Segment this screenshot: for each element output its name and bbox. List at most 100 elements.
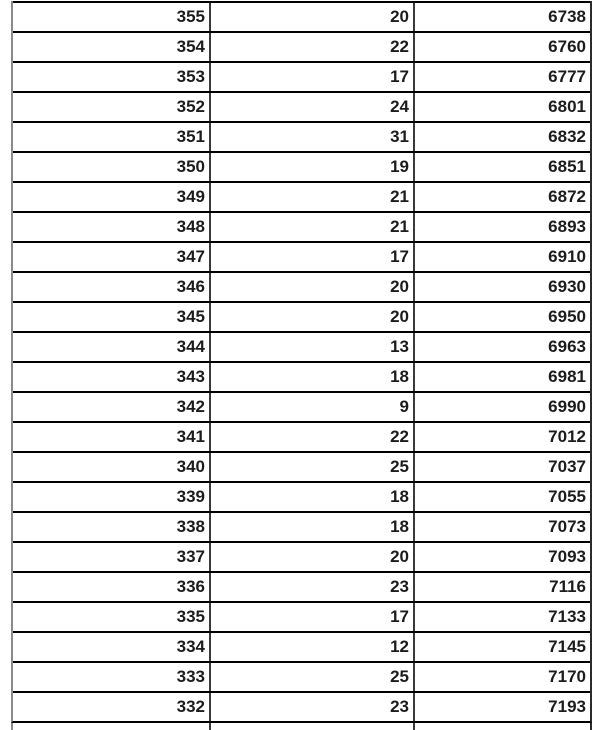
cell-r1-c3[interactable]: 6738 <box>548 7 586 26</box>
cell-r17-c2[interactable]: 18 <box>211 483 415 511</box>
cell-r9-c3[interactable]: 6910 <box>548 247 586 266</box>
cell-r15-c1[interactable]: 341 <box>13 423 211 451</box>
cell-r7-c3[interactable]: 6872 <box>548 187 586 206</box>
table-row: 353 17 6777 <box>13 61 590 91</box>
cell-r17-c3[interactable]: 7055 <box>548 487 586 506</box>
cell-r10-c3[interactable]: 6930 <box>548 277 586 296</box>
cell-r6-c1[interactable]: 350 <box>13 153 211 181</box>
table-row: 349 21 6872 <box>13 181 590 211</box>
cell-r3-c3[interactable]: 6777 <box>548 67 586 86</box>
table-row: 348 21 6893 <box>13 211 590 241</box>
cell-r11-c3[interactable]: 6950 <box>548 307 586 326</box>
cell-r13-c1[interactable]: 343 <box>13 363 211 391</box>
table-row: 337 20 7093 <box>13 541 590 571</box>
table-row: 355 20 6738 <box>13 1 590 31</box>
table-row: 351 31 6832 <box>13 121 590 151</box>
cell-r9-c1[interactable]: 347 <box>13 243 211 271</box>
table-row: 352 24 6801 <box>13 91 590 121</box>
cell-r13-c2[interactable]: 18 <box>211 363 415 391</box>
cell-r15-c2[interactable]: 22 <box>211 423 415 451</box>
table-row: 346 20 6930 <box>13 271 590 301</box>
cell-r1-c2[interactable]: 20 <box>211 3 415 31</box>
cell-r20-c2[interactable]: 23 <box>211 573 415 601</box>
cell-r6-c2[interactable]: 19 <box>211 153 415 181</box>
table-row: 343 18 6981 <box>13 361 590 391</box>
table-row: 347 17 6910 <box>13 241 590 271</box>
cell-r5-c1[interactable]: 351 <box>13 123 211 151</box>
cell-r11-c2[interactable]: 20 <box>211 303 415 331</box>
cell-r14-c2[interactable]: 9 <box>211 393 415 421</box>
table-row: 354 22 6760 <box>13 31 590 61</box>
table-row: 336 23 7116 <box>13 571 590 601</box>
cell-r23-c1[interactable]: 333 <box>13 663 211 691</box>
table-row: 344 13 6963 <box>13 331 590 361</box>
cell-r19-c1[interactable]: 337 <box>13 543 211 571</box>
cell-r14-c1[interactable]: 342 <box>13 393 211 421</box>
partial-cell-c2[interactable] <box>211 723 415 730</box>
table-row: 340 25 7037 <box>13 451 590 481</box>
table-row: 342 9 6990 <box>13 391 590 421</box>
cell-r10-c1[interactable]: 346 <box>13 273 211 301</box>
cell-r11-c1[interactable]: 345 <box>13 303 211 331</box>
cell-r12-c1[interactable]: 344 <box>13 333 211 361</box>
cell-r22-c3[interactable]: 7145 <box>548 637 586 656</box>
spreadsheet-view: 355 20 6738 354 22 6760 353 17 6777 352 24 6801 351 3… <box>11 1 592 730</box>
cell-r7-c1[interactable]: 349 <box>13 183 211 211</box>
cell-r13-c3[interactable]: 6981 <box>548 367 586 386</box>
cell-r20-c3[interactable]: 7116 <box>549 577 586 596</box>
cell-r17-c1[interactable]: 339 <box>13 483 211 511</box>
cell-r3-c1[interactable]: 353 <box>13 63 211 91</box>
cell-r12-c3[interactable]: 6963 <box>548 337 586 356</box>
cell-r23-c2[interactable]: 25 <box>211 663 415 691</box>
cell-r19-c3[interactable]: 7093 <box>548 547 586 566</box>
cell-r2-c1[interactable]: 354 <box>13 33 211 61</box>
cell-r19-c2[interactable]: 20 <box>211 543 415 571</box>
cell-r24-c2[interactable]: 23 <box>211 693 415 721</box>
partial-cell-c3[interactable] <box>415 723 590 730</box>
cell-r16-c1[interactable]: 340 <box>13 453 211 481</box>
partial-cell-c1[interactable] <box>13 723 211 730</box>
cell-r2-c3[interactable]: 6760 <box>548 37 586 56</box>
cell-r3-c2[interactable]: 17 <box>211 63 415 91</box>
cell-r21-c3[interactable]: 7133 <box>548 607 586 626</box>
table-row: 350 19 6851 <box>13 151 590 181</box>
partial-row <box>11 723 592 730</box>
cell-r18-c2[interactable]: 18 <box>211 513 415 541</box>
cell-r18-c1[interactable]: 338 <box>13 513 211 541</box>
cell-r21-c1[interactable]: 335 <box>13 603 211 631</box>
cell-r14-c3[interactable]: 6990 <box>548 397 586 416</box>
cell-r8-c2[interactable]: 21 <box>211 213 415 241</box>
cell-r4-c3[interactable]: 6801 <box>548 97 586 116</box>
cell-r9-c2[interactable]: 17 <box>211 243 415 271</box>
cell-r16-c3[interactable]: 7037 <box>548 457 586 476</box>
cell-r23-c3[interactable]: 7170 <box>548 667 586 686</box>
cell-r4-c2[interactable]: 24 <box>211 93 415 121</box>
cell-r4-c1[interactable]: 352 <box>13 93 211 121</box>
table-row: 332 23 7193 <box>13 691 590 721</box>
cell-r22-c1[interactable]: 334 <box>13 633 211 661</box>
cell-r15-c3[interactable]: 7012 <box>548 427 586 446</box>
table-row: 333 25 7170 <box>13 661 590 691</box>
table-row: 334 12 7145 <box>13 631 590 661</box>
cell-r2-c2[interactable]: 22 <box>211 33 415 61</box>
cell-r21-c2[interactable]: 17 <box>211 603 415 631</box>
cell-r5-c3[interactable]: 6832 <box>548 127 586 146</box>
data-table: 355 20 6738 354 22 6760 353 17 6777 352 24 6801 351 3… <box>11 1 592 723</box>
cell-r5-c2[interactable]: 31 <box>211 123 415 151</box>
cell-r24-c3[interactable]: 7193 <box>548 697 586 716</box>
cell-r22-c2[interactable]: 12 <box>211 633 415 661</box>
table-row: 341 22 7012 <box>13 421 590 451</box>
cell-r8-c1[interactable]: 348 <box>13 213 211 241</box>
cell-r7-c2[interactable]: 21 <box>211 183 415 211</box>
cell-r1-c1[interactable]: 355 <box>13 3 211 31</box>
cell-r18-c3[interactable]: 7073 <box>548 517 586 536</box>
cell-r24-c1[interactable]: 332 <box>13 693 211 721</box>
cell-r10-c2[interactable]: 20 <box>211 273 415 301</box>
cell-r8-c3[interactable]: 6893 <box>548 217 586 236</box>
cell-r12-c2[interactable]: 13 <box>211 333 415 361</box>
cell-r6-c3[interactable]: 6851 <box>548 157 586 176</box>
cell-r20-c1[interactable]: 336 <box>13 573 211 601</box>
cell-r16-c2[interactable]: 25 <box>211 453 415 481</box>
table-row: 339 18 7055 <box>13 481 590 511</box>
table-row: 338 18 7073 <box>13 511 590 541</box>
